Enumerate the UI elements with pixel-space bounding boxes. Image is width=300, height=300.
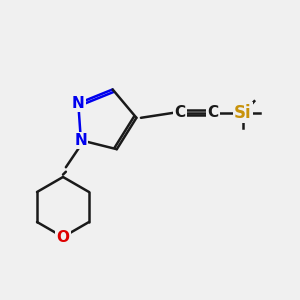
Text: N: N xyxy=(72,96,85,111)
Text: O: O xyxy=(56,230,70,244)
Text: N: N xyxy=(74,133,87,148)
Text: C: C xyxy=(174,105,186,120)
Text: Si: Si xyxy=(234,103,252,122)
Text: C: C xyxy=(207,105,219,120)
